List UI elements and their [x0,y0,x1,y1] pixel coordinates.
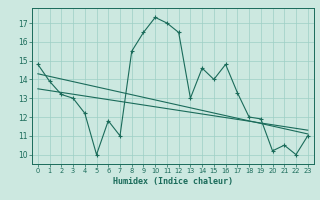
X-axis label: Humidex (Indice chaleur): Humidex (Indice chaleur) [113,177,233,186]
